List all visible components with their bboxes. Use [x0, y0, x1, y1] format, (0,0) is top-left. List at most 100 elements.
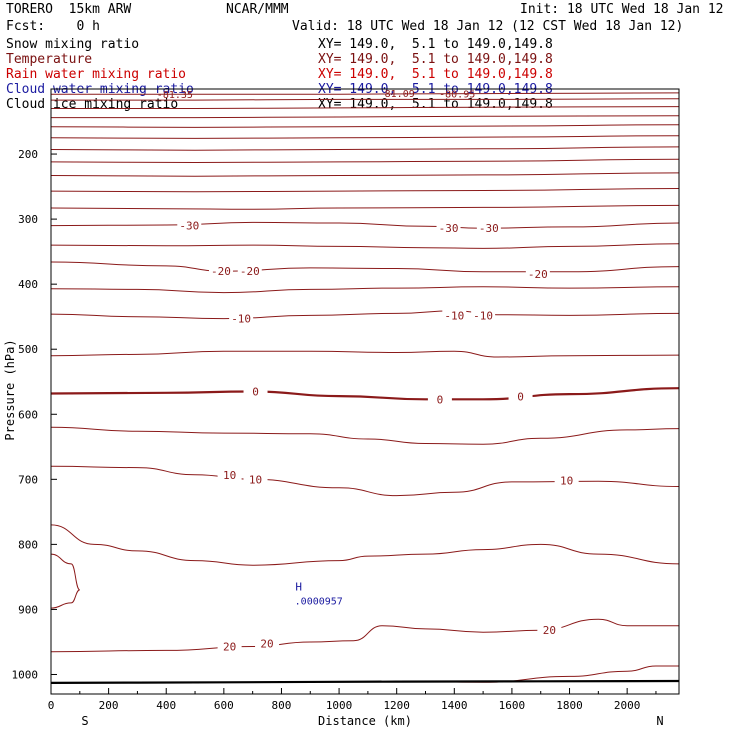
y-tick-label: 1000	[12, 668, 39, 681]
isotherm-line	[50, 524, 680, 566]
contour-label: -20	[211, 265, 231, 278]
contour-label: 20	[543, 624, 556, 637]
contour-label: -10	[473, 309, 493, 322]
y-tick-label: 700	[18, 473, 38, 486]
y-tick-label: 300	[18, 213, 38, 226]
isotherm-line	[50, 124, 680, 128]
contour-label: 10	[249, 473, 262, 486]
y-tick-label: 800	[18, 538, 38, 551]
temperature-xy: XY= 149.0, 5.1 to 149.0,149.8	[318, 52, 553, 67]
x-tick-label: 1200	[383, 699, 410, 712]
north-end-label: N	[656, 714, 663, 728]
isotherm-line	[50, 350, 680, 358]
isotherm-line	[50, 221, 680, 229]
contour-label: 0	[517, 391, 524, 404]
contour-label: -30	[179, 220, 199, 233]
contour-label-bg	[208, 264, 233, 277]
contour-label-bg	[436, 221, 461, 234]
axis-layer: 0 200 400 600 800 1000 1200 1400 1600 1800 2000200…	[12, 148, 657, 712]
max-marker-h: H	[295, 581, 302, 594]
contour-label: -10	[231, 313, 251, 326]
isotherm-line	[50, 261, 680, 273]
y-axis-label: Pressure (hPa)	[3, 339, 17, 440]
isotherm-line	[50, 172, 680, 177]
contour-label-bg	[217, 639, 242, 652]
south-end-label: S	[81, 714, 88, 728]
isotherm-line	[50, 146, 680, 151]
contour-label: 10	[560, 475, 573, 488]
max-marker-value: .0000957	[295, 597, 343, 608]
plot-frame	[50, 88, 680, 695]
contour-label-bg	[217, 467, 242, 480]
y-tick-label: 900	[18, 603, 38, 616]
isotherm-line	[50, 679, 680, 684]
x-tick-label: 400	[156, 699, 176, 712]
contour-label: -30	[439, 222, 459, 235]
isotherm-line	[50, 243, 680, 249]
tropopause-label: -80.95	[439, 90, 475, 101]
isotherm-line	[51, 106, 680, 110]
contour-label-bg	[471, 308, 496, 321]
tropopause-label: -81.09	[379, 89, 415, 100]
contour-label-bg	[255, 636, 280, 649]
contour-label-bg	[177, 218, 202, 231]
cloud-ice-xy: XY= 149.0, 5.1 to 149.0,149.8	[318, 97, 553, 112]
contour-label: 0	[437, 393, 444, 406]
contour-label-bg	[442, 308, 467, 321]
contour-label-bg	[537, 623, 562, 636]
snow-xy: XY= 149.0, 5.1 to 149.0,149.8	[318, 37, 553, 52]
field-temperature-label: Temperature	[6, 52, 93, 67]
y-tick-label: 400	[18, 278, 38, 291]
isotherm-line	[50, 387, 680, 401]
contour-label: -20	[240, 265, 260, 278]
isotherm-line	[50, 553, 81, 609]
field-snow-label: Snow mixing ratio	[6, 37, 140, 52]
x-tick-label: 1600	[499, 699, 526, 712]
forecast-hour: Fcst: 0 h	[6, 19, 100, 34]
isotherm-line	[50, 310, 680, 320]
x-tick-label: 200	[99, 699, 119, 712]
isotherm-line	[50, 426, 680, 445]
x-tick-label: 600	[214, 699, 234, 712]
isotherm-line	[50, 188, 680, 193]
contour-label-bg	[237, 264, 262, 277]
x-tick-label: 1800	[556, 699, 583, 712]
contour-label: 20	[260, 637, 273, 650]
x-axis-label: Distance (km)	[318, 714, 412, 728]
contour-label: -20	[528, 268, 548, 281]
isotherm-layer	[50, 92, 680, 684]
isotherm-line	[50, 286, 680, 294]
isotherm-line	[50, 158, 680, 164]
contour-label-bg	[476, 221, 501, 234]
isotherm-line	[50, 135, 680, 139]
contour-label-bg	[554, 473, 579, 486]
contour-label: -30	[479, 222, 499, 235]
isotherm-line	[51, 115, 680, 119]
contour-label-bg	[525, 266, 550, 279]
x-tick-label: 1400	[441, 699, 468, 712]
isotherm-line	[50, 465, 680, 497]
model-title: TORERO 15km ARW	[6, 2, 132, 17]
contour-label-bg	[427, 392, 452, 405]
contour-label: 10	[223, 469, 236, 482]
isotherm-line	[50, 204, 680, 210]
y-tick-label: 600	[18, 408, 38, 421]
contour-label-layer: -30 -30 -30 -20 -20 -20 -10 -10 -10 0 0 0 10 10 10 20 20…	[157, 89, 579, 654]
tropopause-label: -81.35	[157, 90, 193, 101]
x-tick-label: 2000	[614, 699, 641, 712]
isotherm-line	[396, 665, 679, 683]
y-tick-label: 500	[18, 343, 38, 356]
contour-label-bg	[508, 389, 533, 402]
isotherm-line	[50, 618, 679, 653]
contour-label: 20	[223, 641, 236, 654]
valid-time: Valid: 18 UTC Wed 18 Jan 12 (12 CST Wed …	[292, 19, 684, 34]
x-tick-label: 1000	[326, 699, 353, 712]
init-time: Init: 18 UTC Wed 18 Jan 12	[520, 2, 724, 17]
isotherm-line	[51, 98, 680, 101]
center-title: NCAR/MMM	[226, 2, 289, 17]
x-tick-label: 800	[272, 699, 292, 712]
rain-xy: XY= 149.0, 5.1 to 149.0,149.8	[318, 67, 553, 82]
contour-label: -10	[444, 309, 464, 322]
y-tick-label: 200	[18, 148, 38, 161]
